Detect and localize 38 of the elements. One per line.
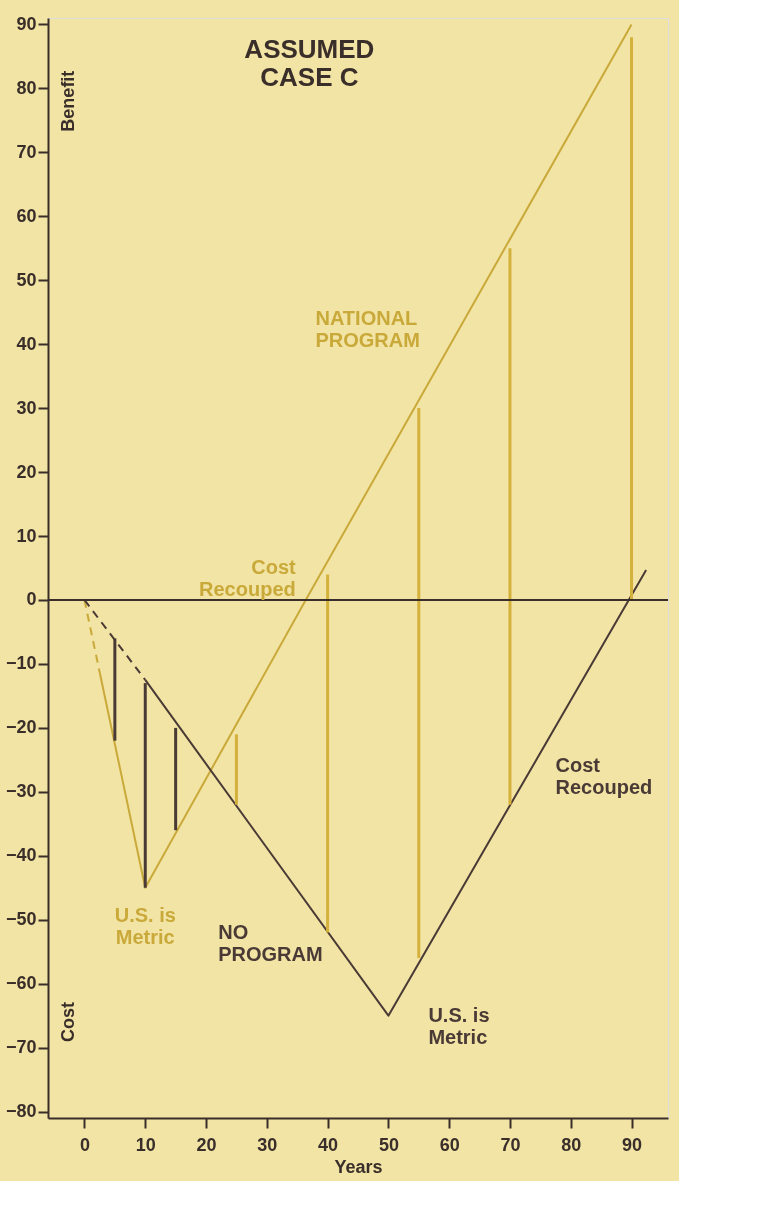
x-tick-label: 60 — [439, 1134, 460, 1155]
x-tick-label: 30 — [257, 1134, 278, 1155]
annotation: U.S. is Metric — [114, 903, 176, 948]
y-tick-label: −80 — [5, 1101, 37, 1122]
y-tick-label: −20 — [5, 717, 37, 738]
y-tick-label: 50 — [16, 269, 37, 290]
annotation: Cost Recouped — [199, 555, 297, 600]
annotation: Cost Recouped — [555, 754, 653, 799]
y-tick-label: −10 — [5, 653, 37, 674]
x-tick-label: 0 — [79, 1134, 90, 1155]
text: ASSUMED CASE C — [244, 34, 375, 93]
annotation: Cost — [58, 1002, 79, 1043]
annotation: U.S. is Metric — [428, 1003, 490, 1048]
x-tick-label: 50 — [378, 1134, 399, 1155]
x-tick-label: 70 — [500, 1134, 521, 1155]
y-tick-label: −40 — [5, 845, 37, 866]
y-tick-label: 20 — [16, 461, 37, 482]
y-tick-label: −60 — [5, 973, 37, 994]
y-tick-label: 80 — [16, 77, 37, 98]
annotation: Benefit — [58, 70, 79, 132]
y-tick-label: 60 — [16, 205, 37, 226]
y-tick-label: 70 — [16, 141, 37, 162]
y-tick-label: 40 — [16, 333, 37, 354]
y-tick-label: 10 — [16, 525, 37, 546]
y-tick-label: −50 — [5, 909, 37, 930]
x-tick-label: 40 — [318, 1134, 339, 1155]
x-tick-label: 90 — [622, 1134, 643, 1155]
y-tick-label: 90 — [16, 13, 37, 34]
series-label: NO PROGRAM — [218, 920, 323, 965]
x-tick-label: 80 — [561, 1134, 582, 1155]
series-label: NATIONAL PROGRAM — [315, 306, 420, 351]
y-tick-label: 0 — [26, 589, 37, 610]
x-tick-label: 10 — [135, 1134, 156, 1155]
x-axis-title: Years — [334, 1156, 383, 1177]
y-tick-label: 30 — [16, 397, 37, 418]
x-tick-label: 20 — [196, 1134, 217, 1155]
y-tick-label: −30 — [5, 781, 37, 802]
y-tick-label: −70 — [5, 1037, 37, 1058]
